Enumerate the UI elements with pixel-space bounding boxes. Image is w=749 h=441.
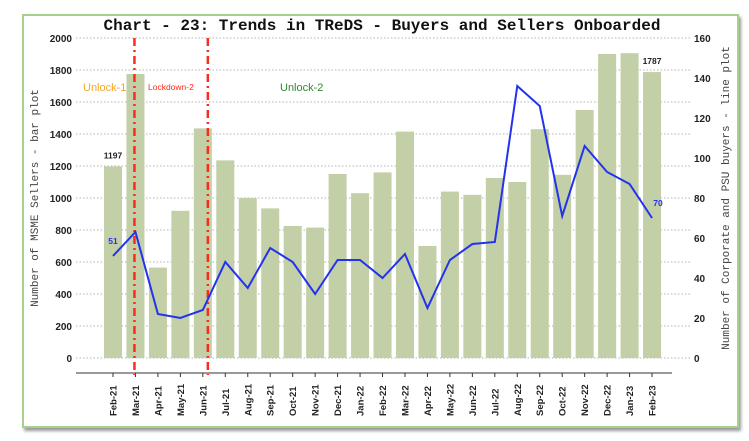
y-tick-label: 800 — [55, 226, 72, 237]
bar — [418, 246, 437, 358]
y2-tick-label: 100 — [694, 154, 711, 165]
x-tick-label: May-21 — [176, 383, 187, 416]
chart-title: Chart - 23: Trends in TReDS - Buyers and… — [104, 17, 661, 35]
x-tick-label: Mar-22 — [400, 385, 411, 416]
data-label: 1197 — [104, 150, 123, 160]
bar — [193, 128, 212, 358]
bar — [463, 194, 482, 358]
y2-axis-label: Number of Corporate and PSU buyers - lin… — [721, 46, 733, 350]
x-tick-label: Aug-22 — [513, 384, 524, 416]
data-label: 70 — [653, 198, 663, 208]
x-tick-label: Jan-23 — [625, 386, 636, 416]
bar — [620, 53, 639, 358]
annotation-unlock-1: Unlock-1 — [83, 82, 126, 94]
bar — [485, 178, 504, 358]
x-tick-label: Nov-22 — [580, 384, 591, 416]
x-tick-label: Jun-22 — [468, 385, 479, 416]
x-tick-label: Nov-21 — [311, 384, 322, 416]
bar — [440, 191, 459, 358]
y-tick-label: 400 — [55, 290, 72, 301]
y2-tick-label: 20 — [694, 314, 706, 325]
x-tick-label: Feb-22 — [378, 385, 389, 416]
bar — [283, 226, 302, 358]
y-tick-label: 1800 — [50, 66, 73, 77]
annotation-unlock-2: Unlock-2 — [280, 82, 323, 94]
y-tick-label: 0 — [66, 354, 72, 365]
x-tick-label: Sep-22 — [535, 385, 546, 416]
data-label: 1787 — [643, 56, 662, 66]
x-tick-label: Jun-21 — [198, 385, 209, 416]
bar — [238, 198, 257, 358]
x-tick-label: Feb-21 — [109, 385, 120, 416]
bar — [530, 129, 549, 358]
bar — [104, 166, 122, 358]
bar — [261, 208, 280, 358]
y-tick-label: 600 — [55, 258, 72, 269]
bar — [598, 54, 617, 358]
bar — [643, 72, 662, 358]
x-tick-label: Aug-21 — [243, 383, 254, 416]
y-tick-label: 2000 — [50, 34, 73, 45]
bar — [351, 193, 370, 358]
y2-tick-label: 120 — [694, 114, 711, 125]
y2-tick-label: 40 — [694, 274, 706, 285]
y2-tick-label: 60 — [694, 234, 706, 245]
bar — [575, 110, 594, 358]
annotation-lockdown-2: Lockdown-2 — [148, 82, 194, 92]
bar — [373, 172, 392, 358]
bar — [508, 182, 527, 358]
x-tick-label: May-22 — [445, 384, 456, 416]
buyers-line — [112, 84, 653, 320]
y2-tick-label: 140 — [694, 74, 711, 85]
x-tick-label: Sep-21 — [266, 384, 277, 416]
y-tick-label: 1000 — [50, 194, 73, 205]
x-tick-label: Jul-21 — [221, 388, 232, 416]
bar — [216, 160, 235, 358]
y-tick-label: 1200 — [50, 162, 73, 173]
y-tick-label: 1400 — [50, 130, 73, 141]
y-tick-label: 1600 — [50, 98, 73, 109]
bar — [328, 174, 347, 358]
y2-tick-label: 80 — [694, 194, 706, 205]
x-tick-label: Mar-21 — [131, 385, 142, 416]
x-tick-label: Jan-22 — [356, 386, 367, 416]
x-tick-label: Dec-22 — [603, 385, 614, 416]
y-tick-label: 200 — [55, 322, 72, 333]
y2-tick-label: 160 — [694, 34, 711, 45]
data-label: 51 — [108, 236, 118, 246]
bar — [126, 74, 145, 358]
x-tick-label: Apr-22 — [423, 386, 434, 416]
x-tick-label: Dec-21 — [333, 384, 344, 416]
y2-tick-label: 0 — [694, 354, 700, 365]
x-tick-label: Feb-23 — [648, 385, 659, 416]
x-tick-label: Jul-22 — [490, 389, 501, 416]
x-tick-label: Apr-21 — [153, 385, 164, 416]
bar — [553, 174, 572, 358]
bar — [171, 210, 190, 358]
x-tick-label: Oct-21 — [288, 386, 299, 416]
y-axis-label: Number of MSME Sellers - bar plot — [30, 89, 42, 307]
bar — [395, 131, 414, 358]
x-tick-label: Oct-22 — [558, 386, 569, 416]
